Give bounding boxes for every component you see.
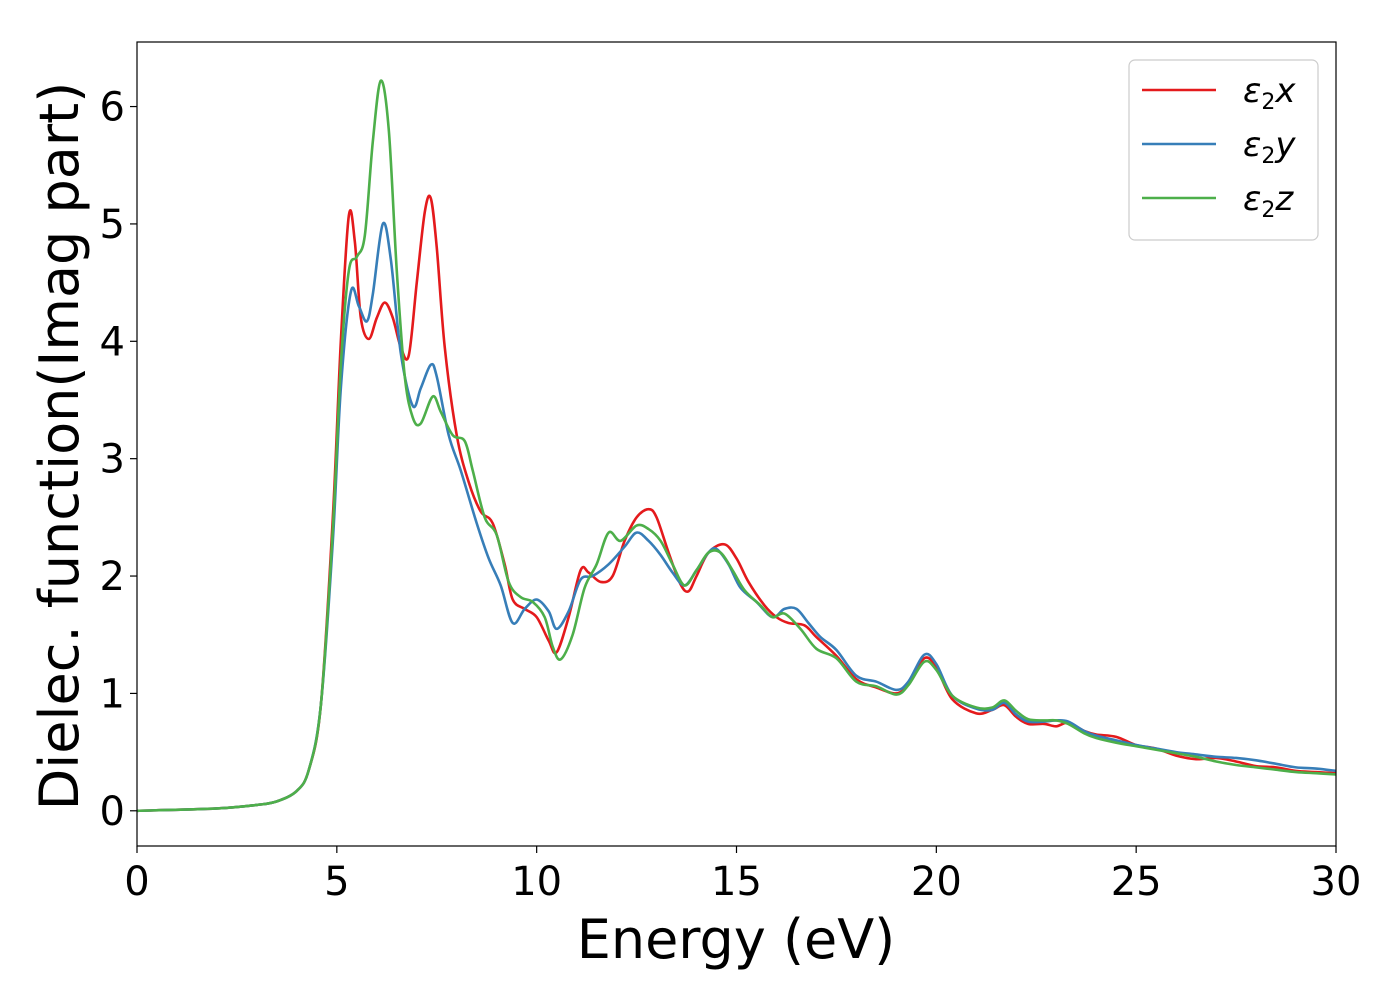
legend-entry-x: ε2x: [1243, 71, 1296, 115]
y-tick-label: 2: [100, 554, 125, 600]
y-tick-label: 4: [100, 319, 125, 365]
y-axis-label: Dielec. function(Imag part): [28, 82, 91, 811]
x-tick-label: 20: [911, 859, 962, 905]
x-axis: 0 5 10 15 20 25 30: [124, 846, 1361, 905]
legend-entry-z: ε2z: [1243, 179, 1294, 223]
x-tick-label: 10: [511, 859, 562, 905]
x-tick-label: 15: [711, 859, 762, 905]
x-tick-label: 30: [1311, 859, 1362, 905]
x-axis-label: Energy (eV): [577, 908, 896, 971]
series-line-z: [137, 79, 1336, 813]
y-tick-label: 6: [100, 85, 125, 131]
y-tick-label: 1: [100, 671, 125, 717]
y-tick-label: 5: [100, 202, 125, 248]
x-tick-label: 5: [324, 859, 349, 905]
x-tick-label: 0: [124, 859, 149, 905]
y-tick-label: 0: [100, 789, 125, 835]
series-layer: [137, 79, 1336, 813]
series-line-x: [137, 194, 1336, 813]
x-tick-label: 25: [1111, 859, 1162, 905]
legend-box: [1128, 59, 1319, 241]
legend-entry-y: ε2y: [1243, 125, 1296, 169]
legend: ε2x ε2y ε2z: [1128, 59, 1319, 241]
y-tick-label: 3: [100, 437, 125, 483]
y-axis: 0 1 2 3 4 5 6: [100, 85, 137, 835]
